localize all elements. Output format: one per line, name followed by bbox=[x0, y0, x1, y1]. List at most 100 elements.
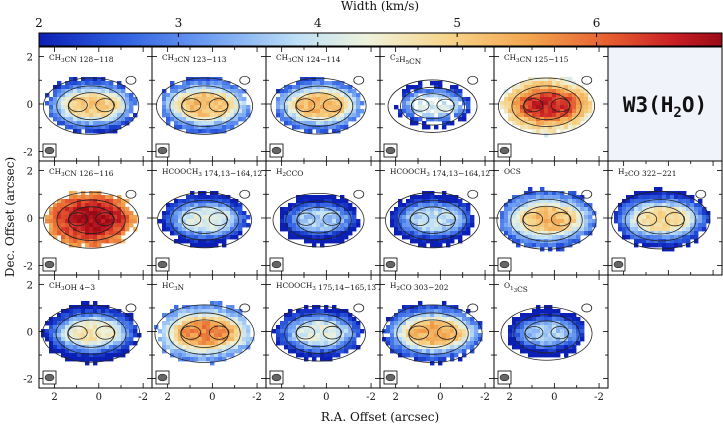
map-pixel bbox=[430, 211, 435, 216]
map-pixel bbox=[556, 113, 561, 118]
map-pixel bbox=[210, 215, 215, 220]
map-pixel bbox=[524, 109, 529, 114]
map-pixel bbox=[434, 313, 439, 318]
map-pixel bbox=[422, 349, 427, 354]
map-pixel bbox=[352, 345, 357, 350]
map-pixel bbox=[576, 203, 581, 208]
map-pixel bbox=[206, 243, 211, 248]
map-pixel bbox=[109, 195, 114, 200]
map-pixel bbox=[520, 109, 525, 114]
map-pixel bbox=[312, 113, 317, 118]
map-pixel bbox=[234, 207, 239, 212]
map-pixel bbox=[133, 227, 138, 232]
map-pixel bbox=[214, 81, 219, 86]
beam-ellipse bbox=[271, 260, 282, 269]
map-pixel bbox=[516, 243, 521, 248]
map-pixel bbox=[226, 223, 231, 228]
contours bbox=[42, 75, 140, 135]
map-pixel bbox=[580, 329, 585, 334]
map-pixel bbox=[308, 195, 313, 200]
map-pixel bbox=[430, 357, 435, 362]
map-pixel bbox=[304, 215, 309, 220]
map-pixel bbox=[520, 329, 525, 334]
map-pixel bbox=[674, 239, 679, 244]
contour-line bbox=[513, 314, 580, 354]
map-pixel bbox=[93, 321, 98, 326]
map-pixel bbox=[532, 117, 537, 122]
map-pixel bbox=[584, 117, 589, 122]
map-pixel bbox=[352, 89, 357, 94]
map-pixel bbox=[121, 337, 126, 342]
map-pixel bbox=[222, 85, 227, 90]
map-pixel bbox=[69, 231, 74, 236]
map-pixel bbox=[190, 341, 195, 346]
map-pixel bbox=[552, 101, 557, 106]
map-pixel bbox=[292, 227, 297, 232]
map-pixel bbox=[113, 109, 118, 114]
map-pixel bbox=[418, 317, 423, 322]
map-pixel bbox=[324, 215, 329, 220]
map-pixel bbox=[638, 231, 643, 236]
map-pixel bbox=[89, 125, 94, 130]
map-pixel bbox=[682, 223, 687, 228]
map-pixel bbox=[450, 231, 455, 236]
map-pixel bbox=[166, 121, 171, 126]
map-pixel bbox=[560, 117, 565, 122]
map-pixel bbox=[284, 227, 289, 232]
map-pixel bbox=[662, 227, 667, 232]
map-pixel bbox=[430, 81, 435, 86]
map-pixel bbox=[536, 227, 541, 232]
map-pixel bbox=[406, 207, 411, 212]
map-pixel bbox=[121, 199, 126, 204]
panel-label: CH3CN 126−116 bbox=[49, 167, 114, 178]
map-pixel bbox=[288, 219, 293, 224]
map-pixel bbox=[508, 333, 513, 338]
map-pixel bbox=[280, 321, 285, 326]
map-pixel bbox=[556, 81, 561, 86]
map-pixel bbox=[634, 199, 639, 204]
map-pixel bbox=[418, 203, 423, 208]
map-pixel bbox=[398, 325, 403, 330]
map-pixel bbox=[402, 223, 407, 228]
map-pixel bbox=[344, 231, 349, 236]
panel: H2CO 322−221 bbox=[607, 160, 723, 276]
map-pixel bbox=[442, 341, 447, 346]
map-pixel bbox=[81, 349, 86, 354]
map-pixel bbox=[109, 113, 114, 118]
map-pixel bbox=[238, 105, 243, 110]
map-pixel bbox=[638, 215, 643, 220]
map-pixel bbox=[340, 349, 345, 354]
map-pixel bbox=[300, 329, 305, 334]
map-pixel bbox=[113, 321, 118, 326]
map-pixel bbox=[174, 345, 179, 350]
map-pixel bbox=[234, 93, 239, 98]
map-pixel bbox=[324, 129, 329, 134]
contour-line bbox=[385, 192, 481, 249]
map-pixel bbox=[548, 313, 553, 318]
map-pixel bbox=[61, 329, 66, 334]
map-pixel bbox=[414, 215, 419, 220]
map-pixel bbox=[238, 93, 243, 98]
map-pixel bbox=[202, 329, 207, 334]
map-pixel bbox=[536, 89, 541, 94]
map-pixel bbox=[344, 337, 349, 342]
map-pixel bbox=[572, 207, 577, 212]
map-pixel bbox=[564, 321, 569, 326]
map-pixel bbox=[336, 199, 341, 204]
map-pixel bbox=[442, 231, 447, 236]
map-pixel bbox=[588, 203, 593, 208]
map-pixel bbox=[166, 345, 171, 350]
map-pixel bbox=[336, 105, 341, 110]
map-pixel bbox=[520, 81, 525, 86]
map-pixel bbox=[65, 317, 70, 322]
map-pixel bbox=[77, 195, 82, 200]
contour-line bbox=[496, 190, 597, 250]
map-pixel bbox=[97, 309, 102, 314]
label-subscript: 3 bbox=[61, 286, 65, 292]
map-pixel bbox=[658, 227, 663, 232]
map-pixel bbox=[454, 353, 459, 358]
map-pixel bbox=[182, 109, 187, 114]
map-pixel bbox=[312, 313, 317, 318]
map-pixel bbox=[410, 329, 415, 334]
map-pixel bbox=[642, 215, 647, 220]
